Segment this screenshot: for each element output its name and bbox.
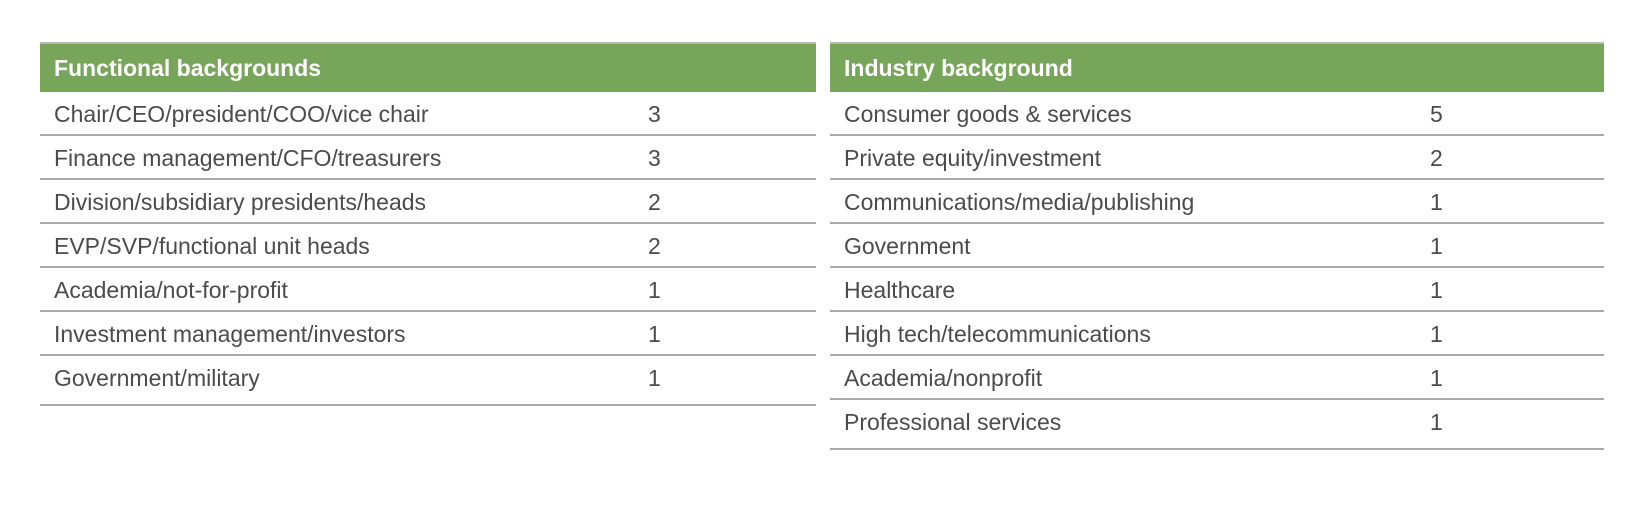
row-count: 1 <box>648 321 661 347</box>
row-count: 1 <box>1430 277 1443 303</box>
row-count: 1 <box>1430 409 1443 435</box>
functional-backgrounds-table: Functional backgrounds Chair/CEO/preside… <box>40 42 816 406</box>
industry-background-table: Industry background Consumer goods & ser… <box>830 42 1604 450</box>
row-count: 1 <box>1430 365 1443 391</box>
row-count: 1 <box>1430 321 1443 347</box>
row-label: Communications/media/publishing <box>844 189 1195 215</box>
row-count: 5 <box>1430 101 1443 127</box>
industry-background-header: Industry background <box>830 42 1604 92</box>
row-label: High tech/telecommunications <box>844 321 1151 347</box>
table-row: Communications/media/publishing 1 <box>830 180 1604 224</box>
row-count: 3 <box>648 145 661 171</box>
row-label: Chair/CEO/president/COO/vice chair <box>54 101 429 127</box>
table-row: Academia/nonprofit 1 <box>830 356 1604 400</box>
table-row: Government 1 <box>830 224 1604 268</box>
row-label: Private equity/investment <box>844 145 1101 171</box>
table-row: Government/military 1 <box>40 356 816 406</box>
row-count: 1 <box>648 365 661 391</box>
row-label: Investment management/investors <box>54 321 406 347</box>
table-row: Chair/CEO/president/COO/vice chair 3 <box>40 92 816 136</box>
row-label: Consumer goods & services <box>844 101 1132 127</box>
table-row: Consumer goods & services 5 <box>830 92 1604 136</box>
row-count: 1 <box>1430 233 1443 259</box>
row-count: 1 <box>648 277 661 303</box>
industry-background-rows: Consumer goods & services 5 Private equi… <box>830 92 1604 450</box>
row-label: Finance management/CFO/treasurers <box>54 145 442 171</box>
table-row: Private equity/investment 2 <box>830 136 1604 180</box>
table-row: Healthcare 1 <box>830 268 1604 312</box>
table-row: High tech/telecommunications 1 <box>830 312 1604 356</box>
table-row: Division/subsidiary presidents/heads 2 <box>40 180 816 224</box>
row-label: EVP/SVP/functional unit heads <box>54 233 370 259</box>
row-count: 2 <box>1430 145 1443 171</box>
row-label: Government/military <box>54 365 260 391</box>
row-count: 2 <box>648 233 661 259</box>
row-label: Healthcare <box>844 277 956 303</box>
row-label: Academia/nonprofit <box>844 365 1043 391</box>
row-label: Division/subsidiary presidents/heads <box>54 189 427 215</box>
table-row: EVP/SVP/functional unit heads 2 <box>40 224 816 268</box>
row-label: Government <box>844 233 971 259</box>
table-row: Investment management/investors 1 <box>40 312 816 356</box>
row-count: 3 <box>648 101 661 127</box>
row-label: Professional services <box>844 409 1062 435</box>
table-row: Finance management/CFO/treasurers 3 <box>40 136 816 180</box>
functional-backgrounds-header: Functional backgrounds <box>40 42 816 92</box>
table-row: Academia/not-for-profit 1 <box>40 268 816 312</box>
functional-backgrounds-rows: Chair/CEO/president/COO/vice chair 3 Fin… <box>40 92 816 406</box>
row-count: 2 <box>648 189 661 215</box>
row-label: Academia/not-for-profit <box>54 277 288 303</box>
table-row: Professional services 1 <box>830 400 1604 450</box>
row-count: 1 <box>1430 189 1443 215</box>
